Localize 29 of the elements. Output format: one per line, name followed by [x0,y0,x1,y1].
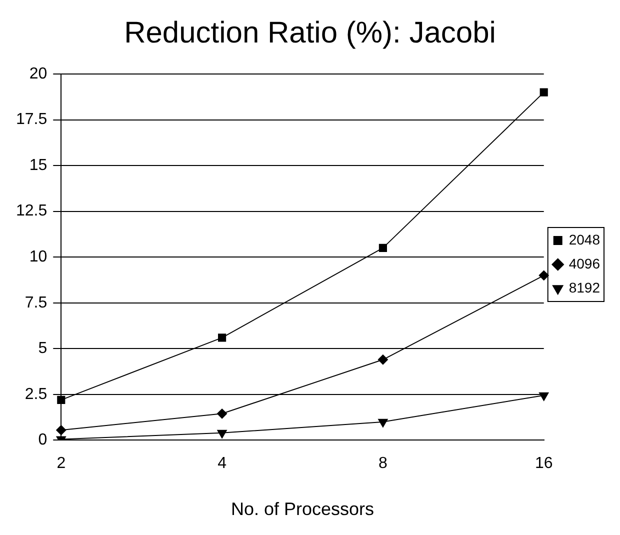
point [217,408,228,419]
y-tick-label: 12.5 [16,202,48,220]
y-tick-label: 20 [29,65,48,82]
x-tick-label: 2 [56,455,66,472]
y-tick-label: 2.5 [24,386,48,403]
legend-label: 4096 [568,255,600,272]
y-tick-label: 7.5 [24,294,48,312]
x-axis-title: No. of Processors [230,499,374,520]
point [378,244,387,252]
point [539,392,549,401]
y-tick-label: 5 [38,340,48,358]
point [538,270,549,280]
legend-label: 2048 [568,231,600,248]
point [540,88,548,96]
y-tick-label: 15 [29,156,48,174]
point [378,418,388,428]
y-tick-label: 10 [29,248,48,266]
y-tick-label: 0 [38,432,48,449]
point [56,425,66,436]
chart-title: Reduction Ratio (%): Jacobi [124,16,496,50]
point [378,354,388,365]
x-tick-label: 4 [218,455,227,472]
point [217,430,227,438]
x-tick-label: 8 [378,455,388,472]
point [218,334,226,342]
point [57,396,66,404]
x-tick-label: 16 [534,455,553,472]
legend-label: 8192 [568,279,600,296]
y-tick-label: 17.5 [16,111,48,128]
